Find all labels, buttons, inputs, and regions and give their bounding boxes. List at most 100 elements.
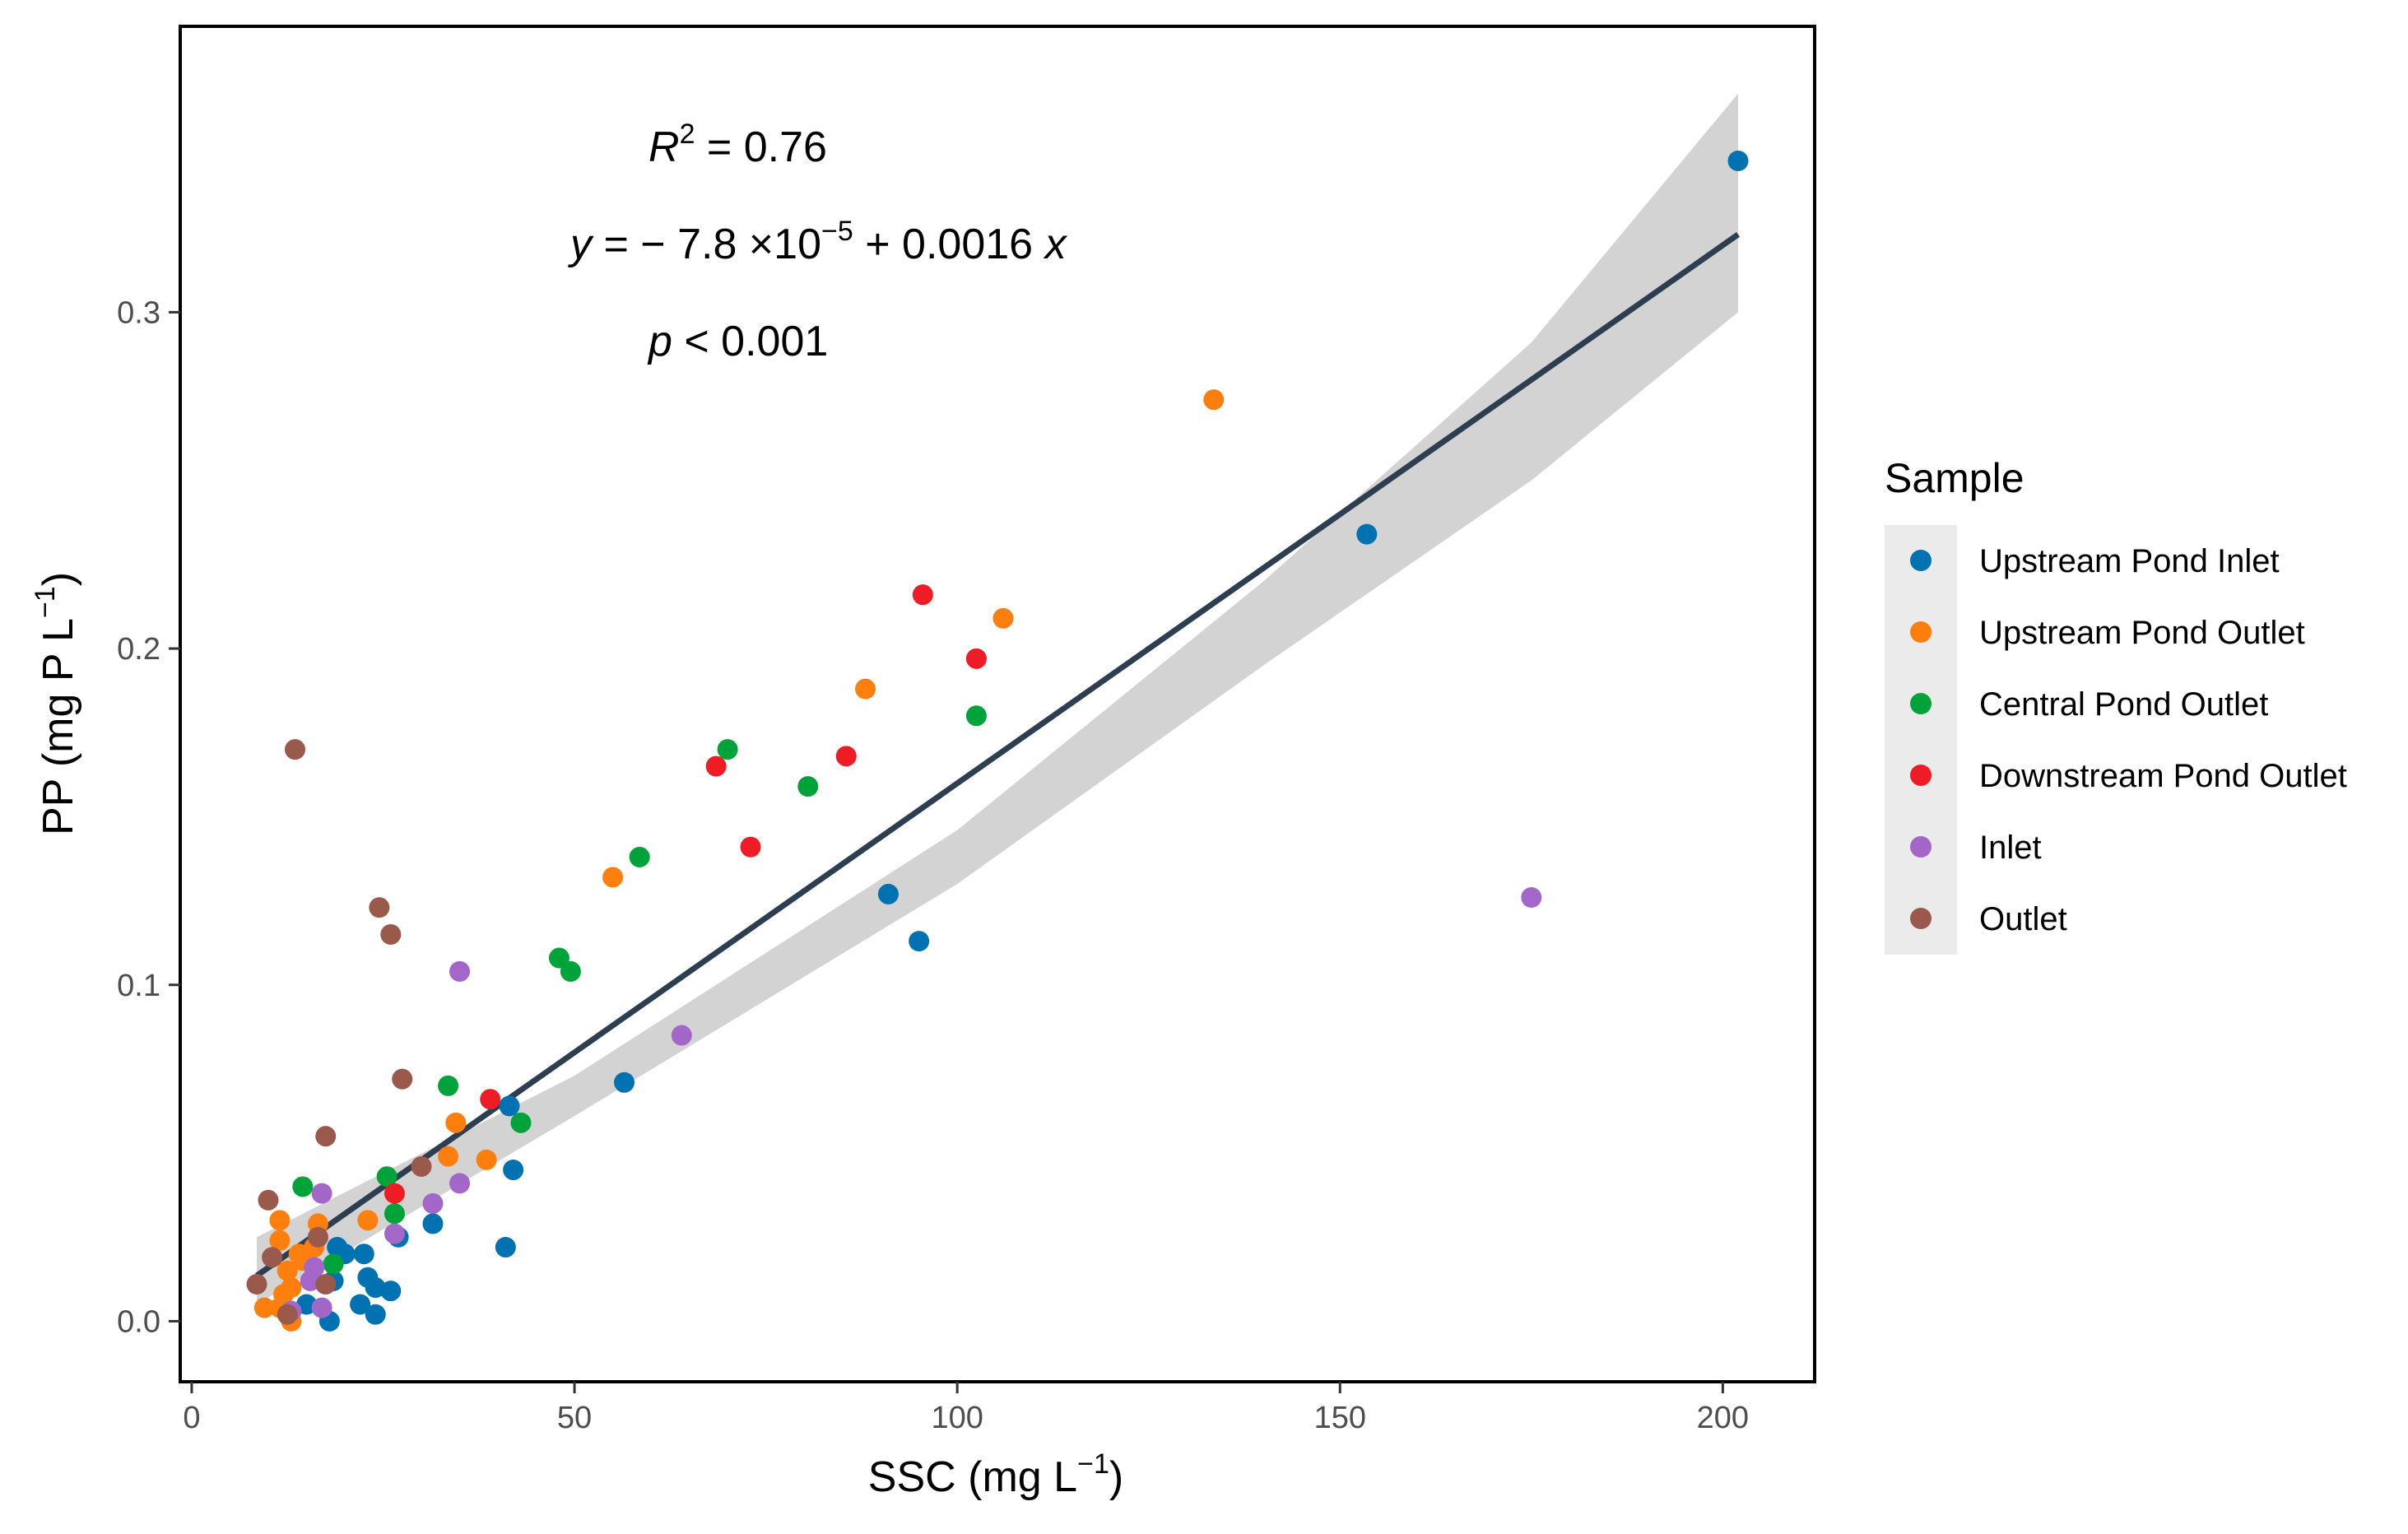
point-downstream-pond-outlet [912, 584, 933, 606]
legend-label-outlet: Outlet [1979, 901, 2067, 937]
equation-x: x [1043, 221, 1068, 268]
point-outlet [315, 1273, 337, 1295]
y-axis: 0.0 0.1 0.2 0.3 [117, 295, 180, 1339]
point-central-pond-outlet [629, 846, 650, 867]
y-tick-label: 0.2 [117, 632, 160, 667]
point-inlet [671, 1025, 692, 1046]
point-upstream-pond-inlet [1356, 523, 1378, 545]
y-tick-label: 0.3 [117, 295, 160, 330]
point-central-pond-outlet [510, 1112, 532, 1133]
legend-key-background [1885, 525, 1957, 955]
regression-equation-annotation: y = − 7.8 ×10−5 + 0.0016 x [568, 216, 1068, 268]
p-value-annotation: p < 0.001 [647, 318, 828, 365]
point-upstream-pond-outlet [277, 1260, 298, 1281]
r-symbol: R [648, 123, 680, 171]
data-points-layer [246, 150, 1749, 1332]
point-upstream-pond-outlet [357, 1210, 379, 1231]
legend-key-inlet [1910, 836, 1932, 858]
x-tick-label: 0 [183, 1401, 200, 1435]
point-outlet [285, 739, 306, 760]
point-inlet [449, 1173, 471, 1194]
x-tick-label: 50 [557, 1401, 592, 1435]
point-outlet [369, 897, 390, 918]
point-upstream-pond-outlet [602, 867, 624, 888]
point-upstream-pond-outlet [269, 1210, 291, 1231]
legend-label-inlet: Inlet [1979, 830, 2042, 866]
point-upstream-pond-inlet [365, 1304, 386, 1325]
point-downstream-pond-outlet [835, 746, 857, 767]
plot-panel-border [179, 25, 1816, 1383]
point-outlet [411, 1155, 432, 1177]
point-upstream-pond-outlet [855, 678, 876, 700]
r-squared-superscript: 2 [680, 119, 695, 150]
equation-slope: + 0.0016 [853, 221, 1045, 268]
point-central-pond-outlet [438, 1075, 459, 1096]
legend-label-central-pond-outlet: Central Pond Outlet [1979, 686, 2268, 723]
equation-y: y [568, 221, 594, 268]
legend-key-upstream-pond-outlet [1910, 621, 1932, 643]
x-tick-label: 100 [931, 1401, 983, 1435]
point-central-pond-outlet [797, 776, 819, 797]
point-central-pond-outlet [548, 947, 569, 969]
point-upstream-pond-inlet [499, 1095, 520, 1117]
point-inlet [311, 1183, 332, 1204]
r-squared-value: = 0.76 [695, 123, 826, 171]
p-symbol: p [647, 318, 672, 365]
x-axis: 0 50 100 150 200 [183, 1382, 1749, 1435]
point-upstream-pond-outlet [253, 1297, 275, 1318]
y-axis-title: PP (mg P L−1) [30, 572, 82, 835]
point-downstream-pond-outlet [480, 1089, 501, 1110]
point-central-pond-outlet [965, 705, 987, 727]
point-central-pond-outlet [717, 739, 738, 760]
legend-key-central-pond-outlet [1910, 693, 1932, 714]
point-upstream-pond-inlet [877, 883, 899, 904]
point-inlet [311, 1297, 332, 1318]
point-upstream-pond-outlet [992, 607, 1014, 629]
point-upstream-pond-inlet [909, 931, 930, 952]
point-upstream-pond-outlet [269, 1230, 291, 1251]
point-upstream-pond-inlet [380, 1281, 402, 1302]
equation-exponent: −5 [821, 216, 853, 247]
point-upstream-pond-inlet [353, 1243, 374, 1265]
x-tick-label: 200 [1697, 1401, 1749, 1435]
point-central-pond-outlet [376, 1166, 397, 1188]
x-tick-label: 150 [1314, 1401, 1366, 1435]
point-downstream-pond-outlet [965, 648, 987, 669]
point-downstream-pond-outlet [705, 755, 727, 777]
point-outlet [392, 1068, 413, 1090]
point-outlet [262, 1247, 283, 1268]
legend-key-outlet [1910, 908, 1932, 929]
point-outlet [258, 1189, 279, 1211]
equation-intercept: = − 7.8 ×10 [592, 221, 821, 268]
point-upstream-pond-outlet [476, 1149, 497, 1170]
point-outlet [277, 1304, 298, 1325]
point-inlet [1521, 886, 1542, 908]
point-outlet [307, 1226, 328, 1248]
legend-key-upstream-pond-inlet [1910, 550, 1932, 571]
confidence-band-layer [257, 93, 1738, 1305]
r-squared-annotation: R2 = 0.76 [648, 119, 827, 171]
point-downstream-pond-outlet [740, 836, 761, 858]
point-outlet [246, 1273, 267, 1295]
legend-key-downstream-pond-outlet [1910, 765, 1932, 786]
legend-label-downstream-pond-outlet: Downstream Pond Outlet [1979, 758, 2347, 794]
point-upstream-pond-inlet [495, 1237, 516, 1258]
point-upstream-pond-outlet [438, 1146, 459, 1167]
point-central-pond-outlet [323, 1253, 344, 1275]
point-upstream-pond-inlet [422, 1213, 444, 1234]
point-upstream-pond-outlet [445, 1112, 467, 1133]
point-inlet [422, 1192, 444, 1214]
legend-items: Upstream Pond Inlet Upstream Pond Outlet C… [1910, 543, 2347, 937]
point-upstream-pond-inlet [1727, 150, 1749, 171]
legend-label-upstream-pond-inlet: Upstream Pond Inlet [1979, 543, 2280, 579]
point-upstream-pond-inlet [614, 1071, 635, 1093]
point-outlet [315, 1126, 337, 1147]
point-central-pond-outlet [292, 1176, 314, 1197]
point-downstream-pond-outlet [384, 1183, 405, 1204]
p-value: < 0.001 [672, 318, 828, 365]
point-upstream-pond-inlet [365, 1277, 386, 1299]
point-inlet [384, 1223, 405, 1244]
